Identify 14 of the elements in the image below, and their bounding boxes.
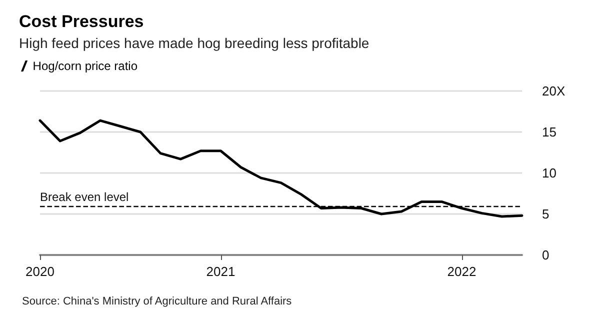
x-tick-label: 2021 (206, 264, 236, 279)
chart-subtitle: High feed prices have made hog breeding less profitable (19, 35, 370, 51)
y-tick-label: 10 (542, 166, 556, 180)
y-tick-label: 20X (542, 84, 566, 98)
source-note: Source: China's Ministry of Agriculture and Rural Affairs (22, 296, 292, 308)
x-tick-label: 2022 (447, 264, 476, 279)
legend-label: Hog/corn price ratio (32, 59, 138, 73)
y-tick-label: 0 (542, 248, 550, 262)
line-series (38, 119, 524, 218)
x-tick-label: 2020 (26, 264, 54, 279)
y-tick-label: 5 (542, 206, 550, 222)
y-tick-label: 15 (542, 124, 556, 140)
chart-title: Cost Pressures (19, 12, 144, 31)
ref-line-label: Break even level (40, 190, 129, 204)
